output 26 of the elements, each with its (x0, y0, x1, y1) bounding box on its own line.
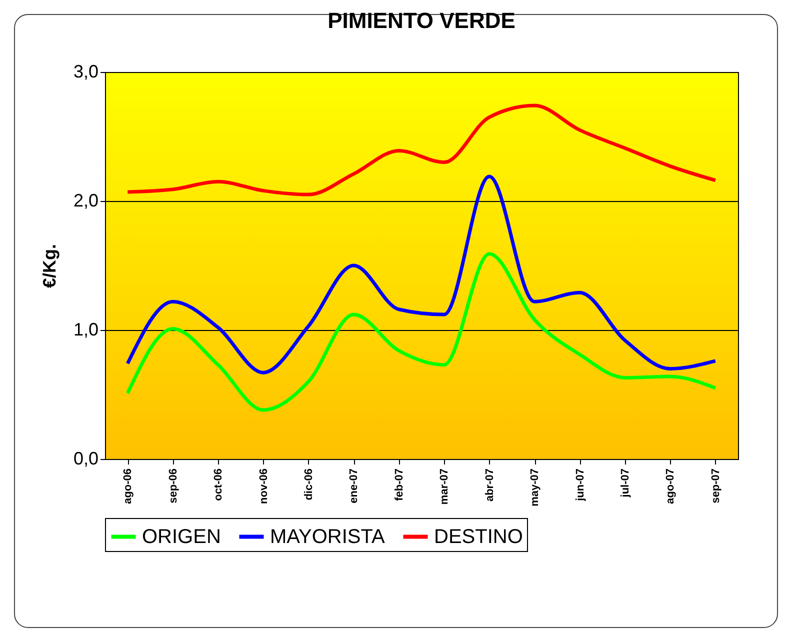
y-tick-label: 1,0 (73, 320, 98, 340)
y-tick-label: 0,0 (73, 448, 98, 468)
x-tick-label: abr-07 (484, 468, 496, 502)
x-tick-label: nov-06 (258, 468, 270, 504)
x-tick-label: dic-06 (302, 468, 315, 500)
x-tick-label: sep-07 (710, 468, 722, 504)
x-tick-label: jun-07 (574, 468, 586, 502)
y-tick-label: 2,0 (73, 190, 98, 210)
x-tick-label: ene-07 (348, 468, 360, 504)
x-tick-label: ago-06 (122, 468, 134, 504)
legend-label: ORIGEN (142, 526, 221, 548)
x-tick-label: jul-07 (619, 468, 632, 498)
x-tick-label: sep-06 (167, 468, 180, 504)
x-tick-label: ago-07 (664, 468, 677, 504)
y-axis-title: €/Kg. (39, 244, 60, 288)
line-series (126, 252, 718, 412)
line-series (126, 104, 718, 196)
legend-label: DESTINO (434, 526, 523, 548)
y-tick-label: 3,0 (73, 62, 98, 82)
line-series (126, 174, 718, 374)
x-tick-label: mar-07 (438, 468, 451, 505)
x-tick-label: feb-07 (393, 468, 406, 501)
legend-label: MAYORISTA (270, 526, 386, 548)
chart-title: PIMIENTO VERDE (328, 8, 516, 33)
x-tick-label: may-07 (529, 468, 542, 506)
x-tick-label: oct-06 (212, 468, 225, 501)
